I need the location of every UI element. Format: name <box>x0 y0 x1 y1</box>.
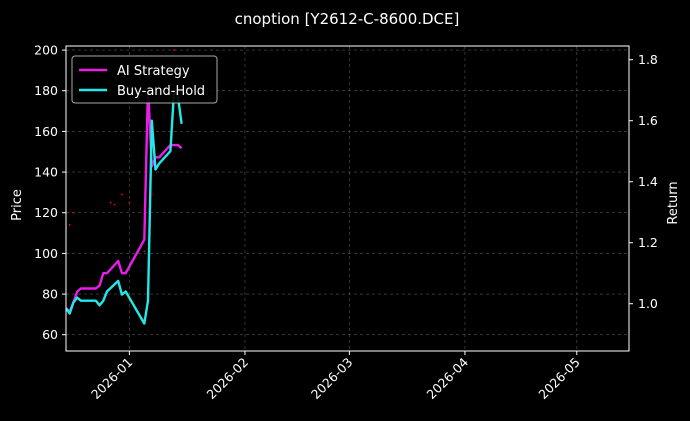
y-tick-label: 200 <box>34 43 58 58</box>
price-point <box>72 211 75 214</box>
series-layer <box>66 49 183 325</box>
y-tick-label: 100 <box>34 246 58 261</box>
legend-label-buy-and-hold: Buy-and-Hold <box>117 84 205 99</box>
legend-label-ai-strategy: AI Strategy <box>117 64 190 79</box>
price-point <box>128 201 131 204</box>
y2-axis-label: Return <box>666 181 681 224</box>
y-axis-label: Price <box>10 189 25 221</box>
y-tick-label: 180 <box>34 83 58 98</box>
left-axis: 60 80 100 120 140 160 180 200 <box>34 43 66 342</box>
y2-tick-label: 1.4 <box>638 174 658 189</box>
grid <box>66 46 629 351</box>
y-tick-label: 160 <box>34 124 58 139</box>
price-point <box>68 224 71 226</box>
y-tick-label: 140 <box>34 165 58 180</box>
right-axis: 1.0 1.2 1.4 1.6 1.8 <box>629 52 658 311</box>
y2-tick-label: 1.2 <box>638 235 658 250</box>
plot-frame <box>65 45 630 352</box>
price-point <box>109 201 112 204</box>
y2-tick-label: 1.6 <box>638 113 658 128</box>
price-point <box>121 193 123 196</box>
price-point <box>143 250 146 253</box>
legend: AI Strategy Buy-and-Hold <box>71 55 218 104</box>
y-tick-label: 120 <box>34 205 58 220</box>
legend-box <box>71 55 218 104</box>
y2-tick-label: 1.8 <box>638 52 658 67</box>
price-point <box>173 49 176 51</box>
buy-and-hold-line <box>66 88 183 325</box>
price-point <box>113 203 116 206</box>
ai-strategy-line <box>66 85 183 313</box>
price-point <box>150 193 153 196</box>
y-tick-label: 80 <box>42 287 58 302</box>
chart-title: cnoption [Y2612-C-8600.DCE] <box>235 10 460 28</box>
y-tick-label: 60 <box>42 327 58 342</box>
y2-tick-label: 1.0 <box>638 296 658 311</box>
